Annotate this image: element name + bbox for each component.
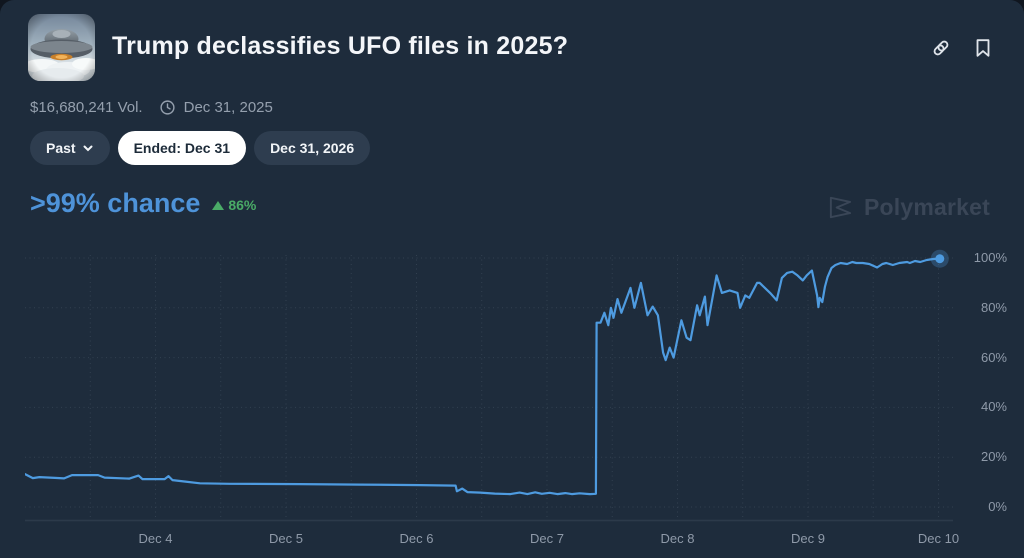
y-axis-label: 60% [980, 349, 1007, 365]
chance-row: >99% chance 86% [30, 188, 256, 219]
y-axis-label: 20% [980, 449, 1007, 465]
market-thumbnail [28, 14, 95, 81]
past-dropdown-button[interactable]: Past [30, 131, 110, 165]
up-arrow-icon [212, 200, 225, 210]
watermark: Polymarket [827, 194, 990, 221]
y-axis-label: 40% [980, 399, 1007, 415]
y-axis-label: 80% [980, 299, 1007, 315]
ended-dec31-tab[interactable]: Ended: Dec 31 [117, 131, 247, 165]
watermark-text: Polymarket [863, 194, 990, 220]
x-axis-label: Dec 8 [660, 531, 695, 546]
chevron-down-icon [83, 145, 93, 152]
filter-row: Past Ended: Dec 31 Dec 31, 2026 [30, 131, 371, 165]
header-actions [930, 36, 996, 60]
probability-chart[interactable] [25, 245, 955, 525]
x-axis-label: Dec 10 [917, 531, 960, 546]
chance-change-value: 86% [228, 197, 257, 213]
x-axis-label: Dec 6 [399, 531, 434, 546]
y-axis-label: 100% [973, 250, 1007, 265]
x-axis-label: Dec 4 [138, 531, 173, 546]
x-axis-label: Dec 7 [530, 531, 564, 546]
y-axis-label: 0% [988, 499, 1007, 514]
clock-icon [160, 100, 175, 115]
meta-row: $16,680,241 Vol. Dec 31, 2025 [30, 99, 273, 116]
chance-change: 86% [212, 197, 256, 213]
end-date-text: Dec 31, 2025 [183, 99, 273, 116]
copy-link-button[interactable] [930, 36, 954, 60]
volume-text: $16,680,241 Vol. [30, 99, 143, 116]
page-title: Trump declassifies UFO files in 2025? [112, 32, 569, 60]
link-icon [933, 40, 949, 56]
bookmark-button[interactable] [972, 36, 996, 60]
polymarket-logo-icon [829, 196, 852, 219]
bookmark-icon [976, 39, 990, 57]
chance-value: >99% chance [30, 188, 201, 218]
past-dropdown-label: Past [46, 140, 76, 156]
dec31-2026-tab[interactable]: Dec 31, 2026 [254, 131, 371, 165]
ufo-image [28, 14, 95, 81]
x-axis-label: Dec 5 [269, 531, 303, 546]
x-axis-label: Dec 9 [790, 531, 825, 546]
